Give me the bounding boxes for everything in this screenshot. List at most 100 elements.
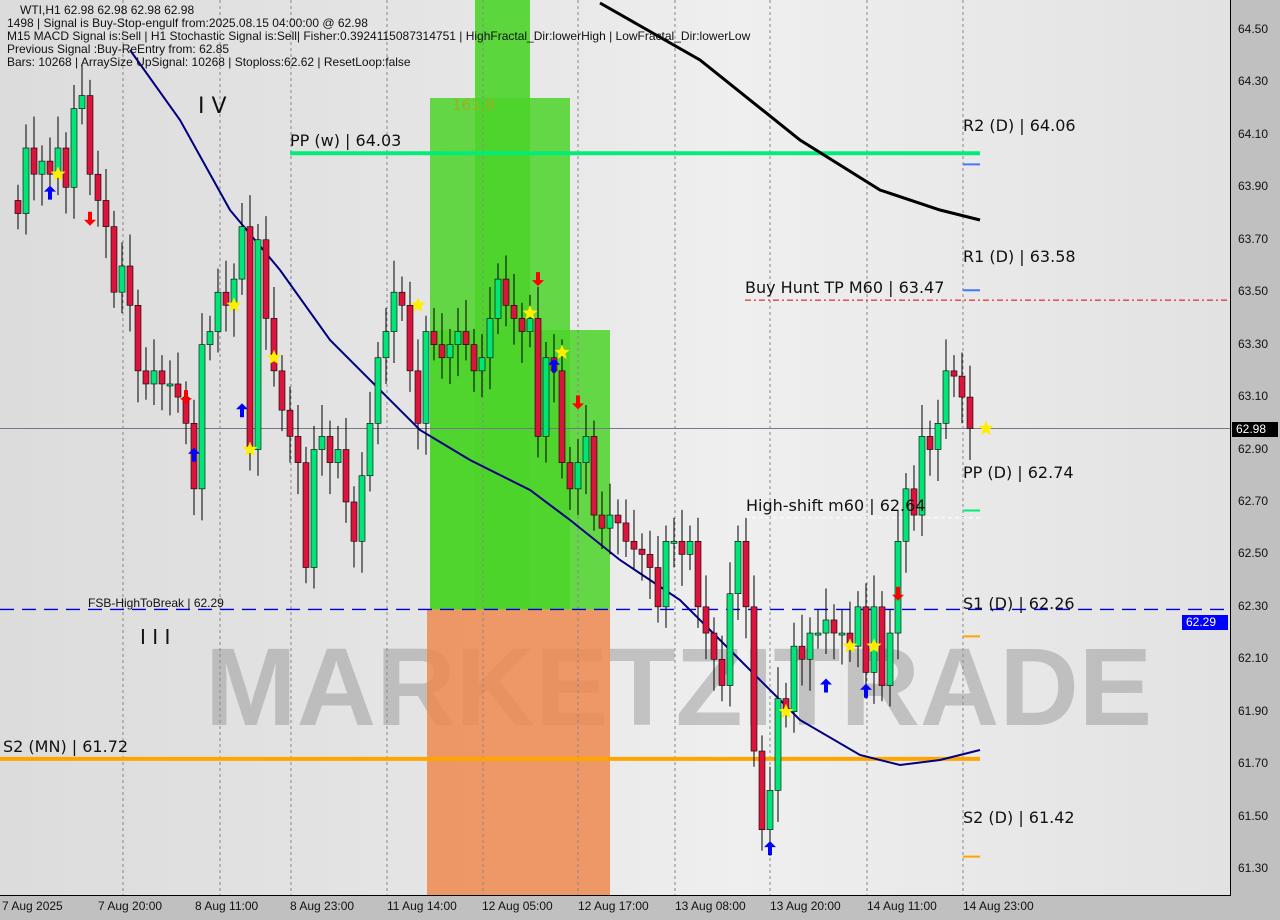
candle-body: [118, 265, 126, 293]
candle-body: [606, 514, 614, 529]
candle: [246, 195, 254, 471]
candle-body: [878, 606, 886, 686]
candle-body: [70, 108, 78, 188]
candle: [366, 391, 374, 492]
candle-body: [86, 95, 94, 175]
candle-body: [718, 658, 726, 686]
candle: [734, 525, 742, 620]
candle-body: [278, 370, 286, 411]
candle-body: [886, 632, 894, 686]
candle-body: [862, 606, 870, 673]
candle-body: [598, 514, 606, 529]
candle: [454, 307, 462, 377]
bars-line: Bars: 10268 | ArraySize UpSignal: 10268 …: [7, 55, 411, 69]
signal-star-icon: [522, 305, 538, 320]
candle: [470, 328, 478, 392]
candle: [430, 307, 438, 361]
candle-body: [582, 436, 590, 463]
candle-body: [294, 436, 302, 463]
candle-body: [702, 606, 710, 634]
candle: [198, 313, 206, 521]
candle-body: [430, 331, 438, 345]
x-tick-label: 13 Aug 08:00: [675, 899, 746, 913]
candle-body: [750, 606, 758, 752]
down-arrow-icon: [572, 395, 584, 410]
candle-body: [494, 278, 502, 319]
candle-body: [438, 344, 446, 359]
candle-body: [926, 436, 934, 450]
candle: [670, 517, 678, 568]
candle: [950, 355, 958, 398]
candle: [966, 365, 974, 461]
candle: [222, 260, 230, 332]
s1-daily-label: S1 (D) | 62.26: [963, 594, 1075, 613]
y-tick-label: 62.90: [1238, 441, 1269, 456]
pp-daily-label: PP (D) | 62.74: [963, 463, 1074, 482]
candle: [406, 281, 414, 392]
candle-body: [14, 200, 22, 214]
candle: [910, 465, 918, 531]
x-tick-label: 12 Aug 05:00: [482, 899, 553, 913]
s2-monthly-label: S2 (MN) | 61.72: [3, 737, 129, 756]
candle: [926, 420, 934, 476]
candle: [558, 339, 566, 479]
y-tick-label: 63.70: [1238, 231, 1269, 246]
y-tick-label: 61.70: [1238, 756, 1269, 771]
candle: [262, 216, 270, 350]
y-tick-label: 61.50: [1238, 808, 1269, 823]
candle: [294, 404, 302, 495]
candle-body: [502, 278, 510, 306]
candle: [902, 473, 910, 573]
candle-body: [686, 540, 694, 555]
y-tick-label: 62.50: [1238, 546, 1269, 561]
candle-body: [622, 522, 630, 542]
candle-body: [462, 331, 470, 345]
candle-body: [22, 147, 30, 214]
y-tick-label: 61.30: [1238, 861, 1269, 876]
candle: [398, 276, 406, 322]
up-arrow-icon: [44, 185, 56, 200]
candle-body: [142, 370, 150, 385]
up-arrow-icon: [188, 447, 200, 462]
signal-star-icon: [50, 166, 66, 181]
orange-zone: [427, 609, 610, 895]
x-tick-label: 7 Aug 2025: [2, 899, 63, 913]
candle: [374, 342, 382, 445]
moving-average-line: [129, 49, 981, 767]
candle: [214, 268, 222, 353]
candle-body: [310, 449, 318, 568]
candle-body: [254, 239, 262, 450]
candle: [462, 300, 470, 361]
candle-body: [758, 750, 766, 831]
candle: [142, 347, 150, 400]
candle: [574, 439, 582, 516]
y-tick-label: 64.30: [1238, 74, 1269, 89]
candle: [590, 420, 598, 531]
candle: [534, 286, 542, 458]
candle-body: [134, 305, 142, 372]
candle: [86, 79, 94, 196]
candle: [38, 145, 46, 206]
candle-body: [694, 540, 702, 608]
candle: [606, 483, 614, 555]
up-arrow-icon: [860, 683, 872, 698]
candle-body: [662, 540, 670, 608]
down-arrow-icon: [180, 390, 192, 405]
candle-body: [38, 160, 46, 175]
candle-body: [158, 370, 166, 385]
plot-area[interactable]: MARKETZITRADE WTI,H1 62.98 62.98 62.98 6…: [0, 0, 1231, 896]
candle-body: [646, 554, 654, 568]
candle-body: [790, 645, 798, 713]
candle-body: [246, 226, 254, 450]
candle: [750, 575, 758, 767]
down-arrow-icon: [84, 211, 96, 226]
candle: [718, 635, 726, 702]
down-arrow-icon: [532, 272, 544, 287]
candle: [726, 562, 734, 707]
candle: [158, 355, 166, 411]
candle-body: [798, 645, 806, 660]
candle: [318, 404, 326, 476]
candle: [382, 307, 390, 384]
candle: [598, 491, 606, 550]
candle: [286, 386, 294, 463]
